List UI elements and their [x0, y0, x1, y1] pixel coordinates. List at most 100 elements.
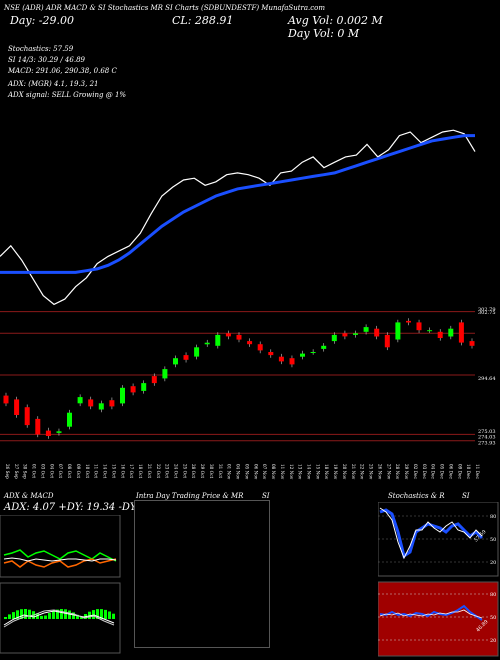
date-label: 19 Nov [333, 464, 338, 480]
avg-volume: Avg Vol: 0.002 M [288, 14, 383, 27]
candle-body [310, 352, 316, 353]
date-label: 14 Nov [307, 464, 312, 480]
candle-body [342, 333, 348, 337]
candle-body [98, 403, 104, 410]
stochastics-line: Stochastics: 57.59 [8, 45, 74, 53]
macd-histogram-bar [88, 611, 91, 619]
candle-body [130, 386, 136, 393]
macd-histogram-bar [12, 612, 15, 619]
date-label: 30 Oct [209, 464, 214, 478]
rsi-label-50: 50 [490, 615, 496, 621]
macd-histogram-bar [4, 617, 7, 619]
date-label: 31 Oct [218, 464, 223, 478]
macd-histogram-bar [76, 614, 79, 619]
macd-histogram-bar [16, 610, 19, 619]
date-label: 29 Nov [404, 464, 409, 480]
candle-body [225, 333, 231, 337]
candle-body [67, 412, 72, 427]
rsi-label-20: 20 [490, 638, 496, 644]
stoch-label-20: 20 [490, 560, 496, 566]
candle-body [88, 399, 94, 407]
date-label: 08 Oct [67, 464, 72, 478]
date-label: 10 Oct [85, 464, 90, 478]
adx-signal-line: ADX signal: SELL Growing @ 1% [8, 91, 127, 99]
mrsi-line [379, 609, 483, 619]
date-label: 21 Nov [351, 464, 356, 480]
candle-body [353, 333, 358, 335]
price-level-label: 273.93 [478, 441, 496, 447]
stoch-panel-title-right: SI [462, 492, 470, 500]
date-label: 04 Dec [431, 464, 436, 479]
date-label: 05 Nov [244, 464, 249, 480]
candle-body [448, 328, 454, 337]
macd-histogram-bar [52, 610, 55, 619]
date-label: 11 Nov [280, 464, 285, 480]
macd-line-path [3, 609, 115, 628]
date-label: 28 Oct [191, 464, 196, 478]
date-label: 22 Oct [156, 464, 161, 478]
macd-histogram-bar [28, 609, 31, 619]
macd-histogram-bar [64, 609, 67, 619]
candle-body [395, 322, 401, 340]
macd-histogram-bar [56, 609, 59, 619]
candle-body [236, 334, 242, 340]
candle-body [289, 358, 295, 365]
date-label: 07 Oct [58, 464, 63, 478]
date-label: 13 Nov [298, 464, 303, 480]
date-label: 17 Oct [129, 464, 134, 478]
date-label: 03 Oct [41, 464, 46, 478]
date-label: 25 Nov [369, 464, 374, 480]
ticker-info: NSE (ADR) ADR MACD & SI Stochastics MR S… [4, 4, 326, 12]
date-label: 04 Nov [236, 464, 241, 480]
candle-body [204, 342, 210, 345]
candle-body [416, 322, 422, 331]
date-label: 18 Nov [324, 464, 329, 480]
date-label: 16 Oct [120, 464, 125, 478]
intraday-panel [134, 500, 270, 648]
candle-body [247, 341, 253, 345]
date-label: 15 Oct [111, 464, 116, 478]
candle-body [56, 431, 62, 433]
stoch-label-50: 50 [490, 537, 496, 543]
macd-histogram-bar [96, 609, 99, 619]
date-label: 23 Oct [165, 464, 170, 478]
candle-body [77, 397, 83, 404]
price-level-label: 302.75 [478, 310, 496, 316]
date-label: 15 Nov [315, 464, 320, 480]
candle-body [151, 376, 157, 384]
date-label: 30 Sep [23, 464, 28, 479]
date-label: 02 Dec [413, 464, 418, 479]
date-label: 26 Nov [378, 464, 383, 480]
candle-body [194, 347, 200, 357]
date-label: 11 Oct [94, 464, 99, 478]
macd-histogram-bar [92, 610, 95, 619]
date-label: 29 Oct [200, 464, 205, 478]
date-axis: 26 Sep 27 Sep 30 Sep 01 Oct 03 Oct 04 Oct 07 O… [5, 464, 480, 480]
rsi-box [378, 581, 499, 657]
macd-histogram-bar [100, 609, 103, 619]
macd-histogram-bar [8, 614, 11, 619]
date-label: 20 Nov [342, 464, 347, 480]
si-line: SI 14/3: 30.29 / 46.89 [8, 56, 85, 64]
date-label: 07 Nov [262, 464, 267, 480]
day-change: Day: -29.00 [10, 14, 75, 27]
candle-body [278, 356, 284, 362]
candle-body [257, 344, 263, 351]
macd-histogram-bar [68, 610, 71, 619]
macd-signal-line [3, 610, 115, 626]
candle-body [437, 331, 443, 338]
date-label: 05 Dec [440, 464, 445, 479]
candle-body [363, 327, 369, 332]
date-label: 27 Sep [14, 464, 19, 479]
macd-histogram-bar [36, 613, 39, 619]
date-label: 27 Nov [386, 464, 391, 480]
macd-histogram-bar [44, 615, 47, 619]
date-label: 06 Nov [253, 464, 258, 480]
date-label: 12 Nov [289, 464, 294, 480]
stoch-rsi-panel: 80 50 20 57.59 80 50 20 46.89 [378, 502, 499, 657]
date-label: 01 Nov [227, 464, 232, 480]
candle-body [162, 369, 168, 379]
candle-body [24, 407, 30, 426]
candle-body [406, 320, 411, 323]
date-label: 14 Oct [103, 464, 108, 478]
